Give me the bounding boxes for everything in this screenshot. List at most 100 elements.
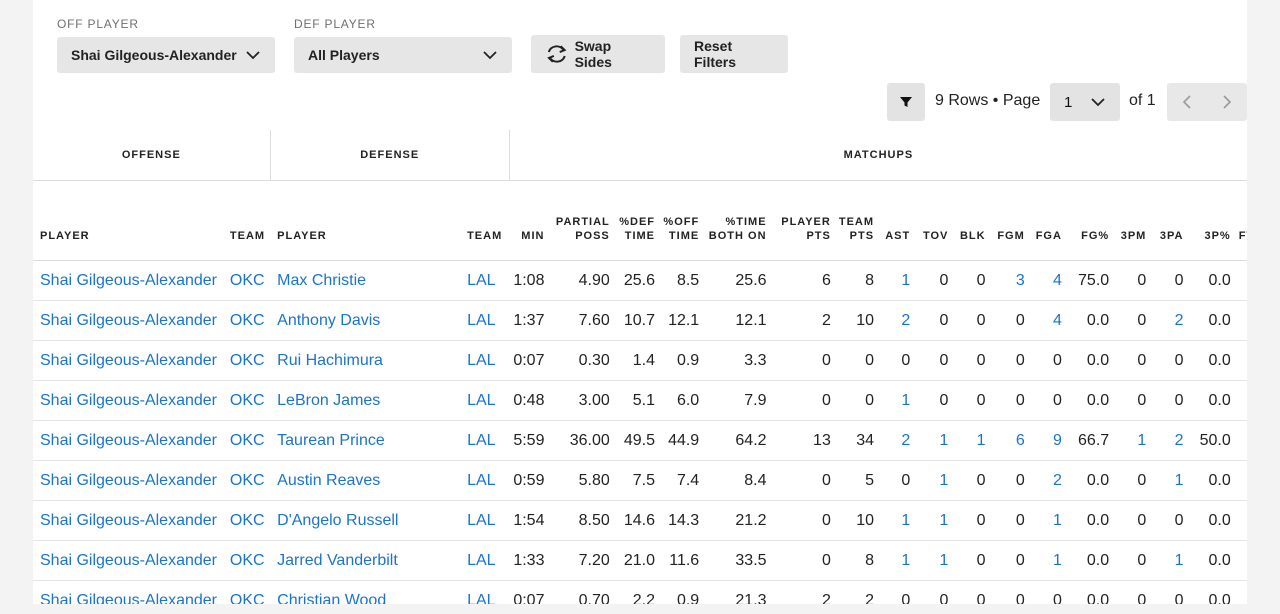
cell-ast: 0 (876, 460, 913, 501)
cell-fga[interactable]: 2 (1026, 460, 1064, 501)
cell-def-player[interactable]: Rui Hachimura (270, 340, 461, 381)
cell-ast[interactable]: 1 (876, 500, 913, 541)
col-header-tov[interactable]: TOV (912, 180, 951, 261)
col-header-partial-poss[interactable]: PARTIAL POSS (546, 180, 612, 261)
reset-filters-button[interactable]: Reset Filters (680, 35, 788, 73)
cell-off-player[interactable]: Shai Gilgeous-Alexander (33, 460, 223, 501)
col-header-fgm[interactable]: FGM (987, 180, 1027, 261)
col-header-3pm[interactable]: 3PM (1111, 180, 1149, 261)
cell-off-team[interactable]: OKC (222, 500, 271, 541)
cell-def-team[interactable]: LAL (460, 260, 510, 301)
cell-off-team[interactable]: OKC (222, 380, 271, 421)
col-header-3p-pct[interactable]: 3P% (1185, 180, 1233, 261)
cell-fga[interactable]: 9 (1026, 420, 1064, 461)
cell-off-team[interactable]: OKC (222, 340, 271, 381)
cell-fgm: 0 (987, 500, 1027, 541)
cell-def-player[interactable]: Jarred Vanderbilt (270, 540, 461, 581)
cell-off-player[interactable]: Shai Gilgeous-Alexander (33, 420, 223, 461)
col-header-fga[interactable]: FGA (1026, 180, 1064, 261)
filter-button[interactable] (887, 83, 925, 121)
next-page-icon[interactable] (1220, 94, 1234, 110)
cell-fga[interactable]: 4 (1026, 300, 1064, 341)
cell-def-player[interactable]: Anthony Davis (270, 300, 461, 341)
cell-fga[interactable]: 1 (1026, 500, 1064, 541)
cell-off-player[interactable]: Shai Gilgeous-Alexander (33, 380, 223, 421)
cell-off-team[interactable]: OKC (222, 260, 271, 301)
col-header-blk[interactable]: BLK (950, 180, 988, 261)
col-header-player-pts[interactable]: PLAYER PTS (768, 180, 833, 261)
col-header-min[interactable]: MIN (509, 180, 547, 261)
group-offense: OFFENSE (33, 130, 271, 181)
cell-3pm[interactable]: 1 (1111, 420, 1149, 461)
cell-off-team[interactable]: OKC (222, 420, 271, 461)
cell-tov[interactable]: 1 (912, 420, 951, 461)
cell-fga[interactable]: 4 (1026, 260, 1064, 301)
col-header-off-player[interactable]: PLAYER (33, 180, 223, 261)
cell-off-team[interactable]: OKC (222, 540, 271, 581)
cell-ast[interactable]: 2 (876, 420, 913, 461)
cell-ft (1232, 380, 1247, 421)
cell-off-player[interactable]: Shai Gilgeous-Alexander (33, 500, 223, 541)
cell-def-team[interactable]: LAL (460, 540, 510, 581)
col-header-3pa[interactable]: 3PA (1148, 180, 1186, 261)
cell-3pa[interactable]: 2 (1148, 420, 1186, 461)
col-header-ast[interactable]: AST (876, 180, 913, 261)
cell-fgm[interactable]: 6 (987, 420, 1027, 461)
cell-def-team[interactable]: LAL (460, 460, 510, 501)
cell-off-player[interactable]: Shai Gilgeous-Alexander (33, 260, 223, 301)
cell-def-player[interactable]: Christian Wood (270, 580, 461, 604)
cell-def-player[interactable]: LeBron James (270, 380, 461, 421)
cell-ast[interactable]: 1 (876, 260, 913, 301)
cell-3pa[interactable]: 1 (1148, 460, 1186, 501)
cell-3pm: 0 (1111, 260, 1149, 301)
cell-off-team[interactable]: OKC (222, 300, 271, 341)
cell-team-pts: 0 (832, 340, 877, 381)
cell-3pa[interactable]: 1 (1148, 540, 1186, 581)
col-header-team-pts[interactable]: TEAM PTS (832, 180, 877, 261)
def-player-select[interactable]: All Players (294, 37, 512, 73)
off-player-select[interactable]: Shai Gilgeous-Alexander (57, 37, 275, 73)
cell-off-player[interactable]: Shai Gilgeous-Alexander (33, 540, 223, 581)
cell-ast[interactable]: 1 (876, 540, 913, 581)
cell-partial-poss: 3.00 (546, 380, 612, 421)
page-select[interactable]: 1 (1050, 83, 1120, 121)
col-header-def-team[interactable]: TEAM (460, 180, 510, 261)
cell-def-player[interactable]: Taurean Prince (270, 420, 461, 461)
cell-fgm[interactable]: 3 (987, 260, 1027, 301)
cell-def-team[interactable]: LAL (460, 300, 510, 341)
col-header-fg-pct[interactable]: FG% (1063, 180, 1112, 261)
col-header-off-team[interactable]: TEAM (222, 180, 271, 261)
cell-off-player[interactable]: Shai Gilgeous-Alexander (33, 580, 223, 604)
cell-ast[interactable]: 2 (876, 300, 913, 341)
col-header-pct-off-time[interactable]: %OFF TIME (657, 180, 702, 261)
cell-def-team[interactable]: LAL (460, 340, 510, 381)
cell-def-team[interactable]: LAL (460, 420, 510, 461)
cell-def-team[interactable]: LAL (460, 380, 510, 421)
cell-tov[interactable]: 1 (912, 540, 951, 581)
col-header-pct-def-time[interactable]: %DEF TIME (611, 180, 657, 261)
cell-blk: 0 (950, 460, 988, 501)
col-header-pct-time-both-on[interactable]: %TIME BOTH ON (701, 180, 769, 261)
cell-def-team[interactable]: LAL (460, 580, 510, 604)
cell-off-player[interactable]: Shai Gilgeous-Alexander (33, 340, 223, 381)
cell-blk[interactable]: 1 (950, 420, 988, 461)
cell-off-player[interactable]: Shai Gilgeous-Alexander (33, 300, 223, 341)
swap-sides-button[interactable]: Swap Sides (531, 35, 665, 73)
prev-page-icon[interactable] (1180, 94, 1194, 110)
chevron-down-icon (1091, 98, 1105, 107)
cell-def-player[interactable]: Max Christie (270, 260, 461, 301)
col-header-ft[interactable]: FT (1232, 180, 1247, 261)
cell-def-player[interactable]: Austin Reaves (270, 460, 461, 501)
cell-def-team[interactable]: LAL (460, 500, 510, 541)
cell-tov[interactable]: 1 (912, 500, 951, 541)
cell-fga[interactable]: 1 (1026, 540, 1064, 581)
cell-tov[interactable]: 1 (912, 460, 951, 501)
cell-blk: 0 (950, 540, 988, 581)
cell-3pa[interactable]: 2 (1148, 300, 1186, 341)
cell-def-player[interactable]: D'Angelo Russell (270, 500, 461, 541)
cell-off-team[interactable]: OKC (222, 580, 271, 604)
cell-ast[interactable]: 1 (876, 380, 913, 421)
col-header-def-player[interactable]: PLAYER (270, 180, 461, 261)
cell-off-team[interactable]: OKC (222, 460, 271, 501)
cell-player-pts: 0 (768, 500, 833, 541)
